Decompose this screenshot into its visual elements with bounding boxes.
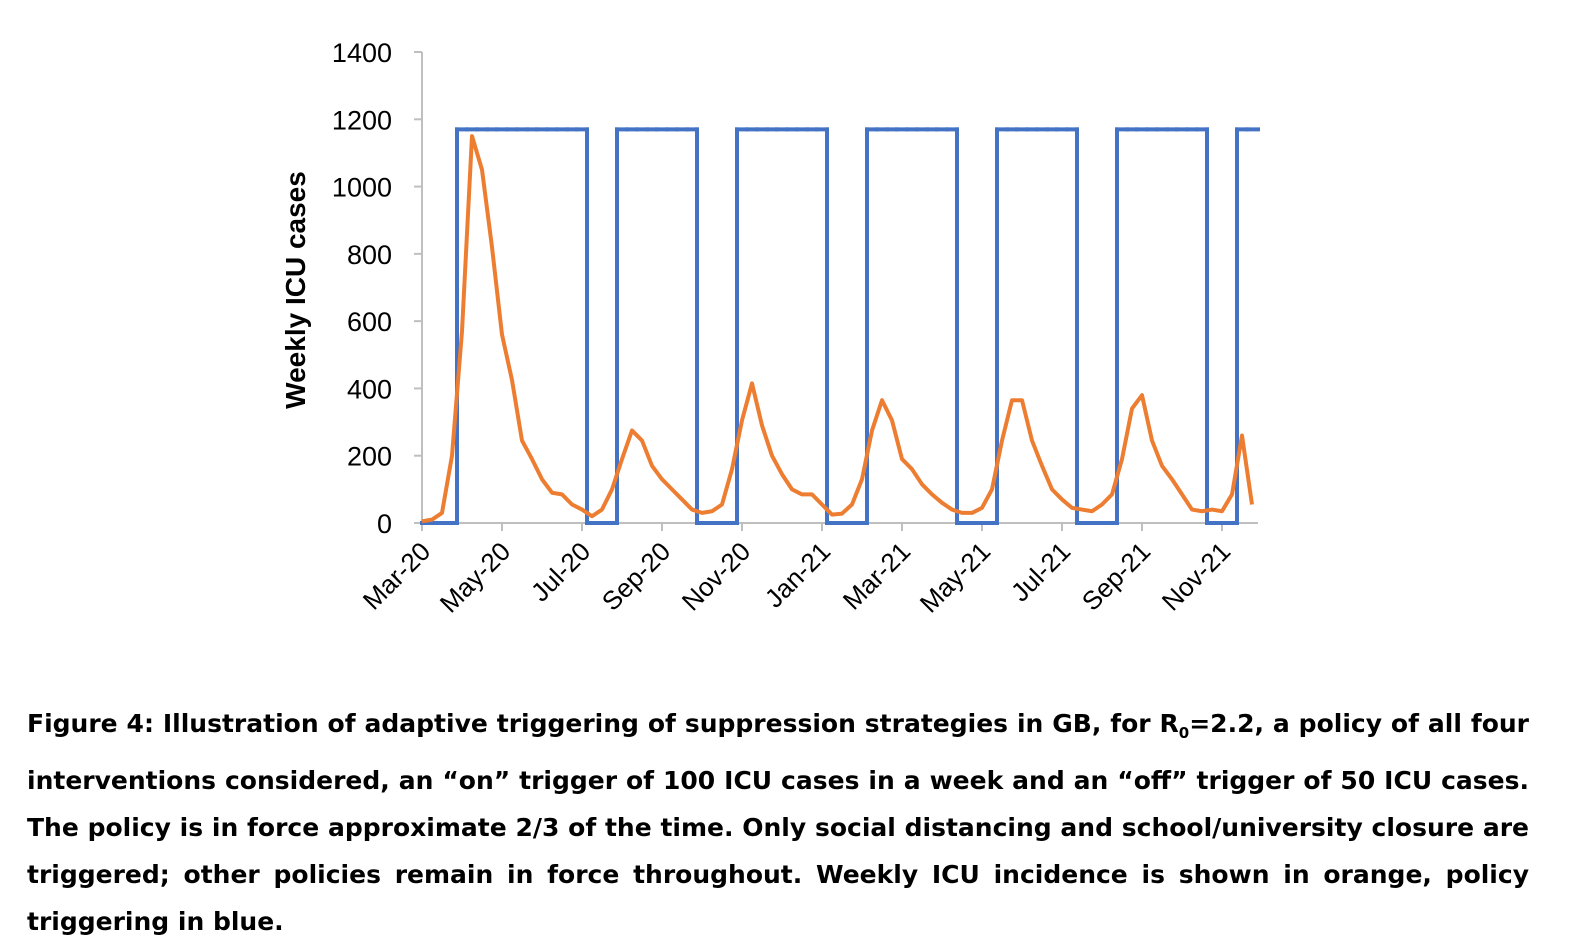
- x-tick-label: Jan-21: [759, 536, 836, 613]
- x-tick-label: Sep-20: [596, 536, 676, 616]
- step-line: [420, 127, 1260, 525]
- x-tick-label: Mar-21: [837, 536, 916, 615]
- caption: Figure 4: Illustration of adaptive trigg…: [27, 700, 1529, 945]
- caption-text: Figure 4: Illustration of adaptive trigg…: [27, 709, 1179, 738]
- y-tick-label: 1200: [332, 105, 392, 135]
- y-tick-label: 600: [347, 307, 392, 337]
- x-tick-label: May-21: [914, 536, 997, 619]
- x-tick-label: Jul-20: [525, 536, 596, 607]
- chart: Weekly ICU cases 0 200 400 600 800 1000 1200 14…: [280, 38, 1260, 619]
- x-tick-label: Jul-21: [1005, 536, 1076, 607]
- data-line: [421, 134, 1254, 524]
- x-tick-label: Mar-20: [357, 536, 436, 615]
- x-tick-label: May-20: [434, 536, 517, 619]
- y-tick-label: 800: [347, 240, 392, 270]
- y-tick-label: 1000: [332, 173, 392, 203]
- x-tick-label: Nov-21: [1156, 536, 1236, 616]
- caption-text: =2.2, a policy of all four interventions…: [27, 709, 1530, 936]
- x-tick-label: Nov-20: [676, 536, 756, 616]
- y-tick-label: 0: [377, 509, 392, 539]
- y-tick-label: 200: [347, 442, 392, 472]
- y-tick-label: 1400: [332, 38, 392, 68]
- y-axis-label: Weekly ICU cases: [280, 171, 311, 409]
- y-tick-label: 400: [347, 374, 392, 404]
- caption-subscript: 0: [1178, 724, 1190, 742]
- x-tick-label: Sep-21: [1076, 536, 1156, 616]
